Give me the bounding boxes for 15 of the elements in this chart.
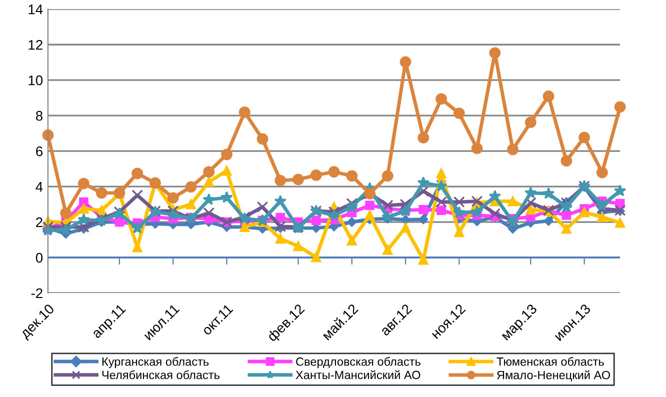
y-tick-label: 4 bbox=[36, 182, 43, 192]
legend-label: Ямало-Ненецкий АО bbox=[497, 370, 610, 382]
legend-label: Ханты-Мансийский АО bbox=[296, 370, 420, 380]
legend-label: Курганская область bbox=[102, 357, 209, 368]
y-tick-label: 8 bbox=[36, 110, 42, 121]
y-tick-label: 6 bbox=[36, 146, 42, 156]
y-tick-label: 12 bbox=[28, 40, 42, 50]
legend-label: Тюменская область bbox=[496, 357, 604, 366]
y-tick-label: -2 bbox=[31, 288, 42, 298]
legend-label: Челябинская область bbox=[102, 370, 220, 380]
legend-label: Свердловская область bbox=[296, 357, 420, 368]
y-tick-label: 10 bbox=[28, 75, 43, 86]
y-tick-label: 2 bbox=[36, 217, 42, 228]
y-tick-label: 0 bbox=[36, 252, 43, 263]
y-tick-label: 14 bbox=[28, 4, 43, 14]
